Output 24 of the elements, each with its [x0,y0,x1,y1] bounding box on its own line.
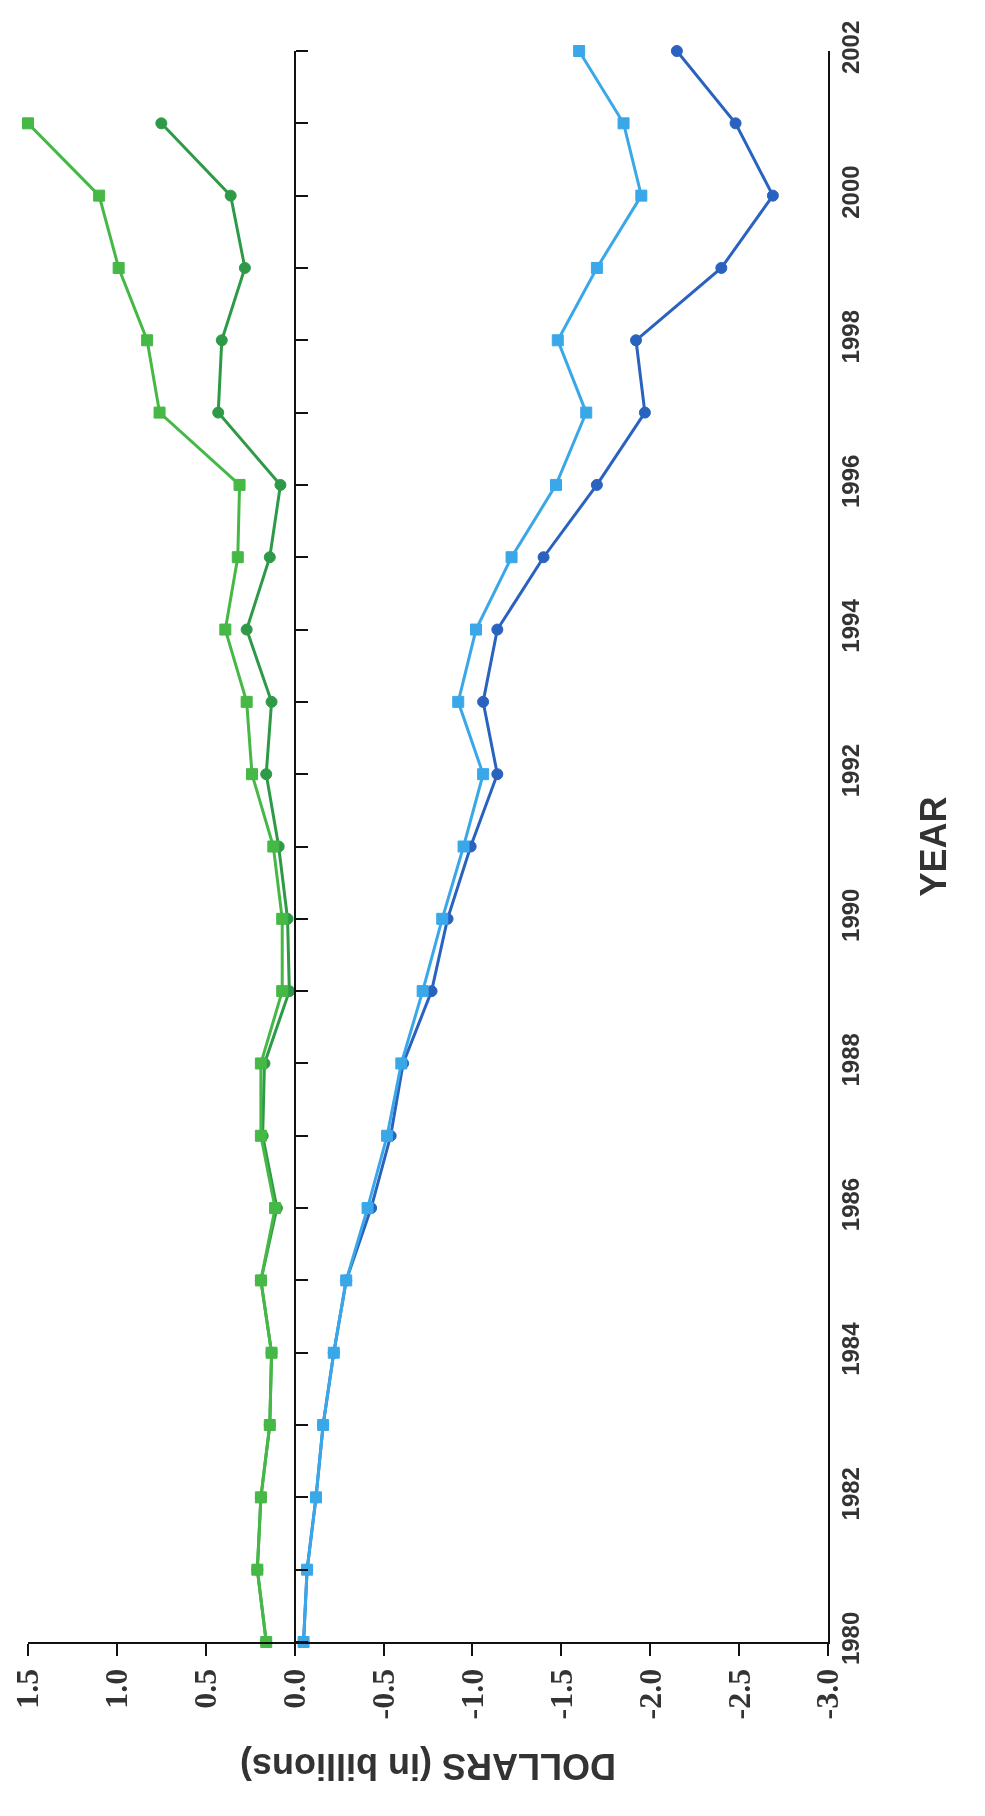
x-tick-label: 1.5 [9,1668,46,1709]
y-tick-label: 1994 [836,598,864,653]
x-tick-label: -3.0 [809,1668,846,1720]
y-tick-label: 2000 [836,165,864,219]
x-tick-label: -2.0 [631,1668,668,1720]
y-tick-label: 1986 [836,1177,864,1232]
x-tick-label: 1.0 [98,1668,135,1709]
y-tick-label: 1984 [836,1321,864,1376]
y-tick-label: 1982 [836,1467,864,1521]
y-tick-label: 1998 [836,309,864,364]
x-tick-label: 0.5 [187,1668,224,1709]
y-tick-label: 2002 [836,20,864,75]
x-tick-label: 0.0 [276,1668,313,1709]
y-tick-label: 1990 [836,888,864,942]
y-axis-title: YEAR [912,796,954,897]
x-tick-label: -1.0 [453,1668,490,1720]
x-tick-label: -0.5 [364,1668,401,1720]
y-tick-label: 1992 [836,743,864,798]
x-axis-title: DOLLARS (in billions) [240,1746,616,1787]
y-tick-label: 1988 [836,1033,864,1087]
y-tick-label: 1996 [836,454,864,509]
y-tick-label: 1980 [836,1611,864,1666]
x-tick-label: -2.5 [720,1668,757,1720]
x-tick-label: -1.5 [542,1668,579,1720]
